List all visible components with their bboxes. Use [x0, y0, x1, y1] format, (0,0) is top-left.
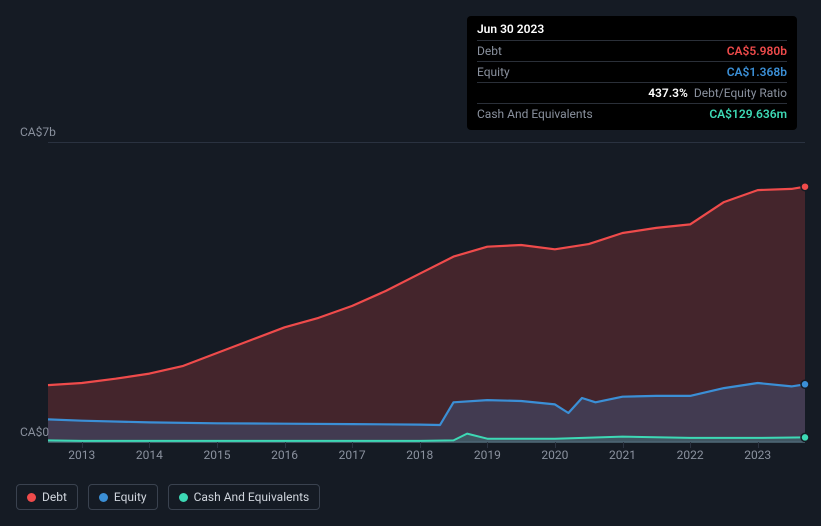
tooltip-row-value: CA$5.980b — [727, 44, 787, 58]
x-tick-label: 2020 — [541, 448, 568, 462]
x-tick-label: 2015 — [203, 448, 230, 462]
legend-label: Debt — [42, 490, 67, 504]
chart-svg — [48, 143, 805, 443]
x-tick-label: 2019 — [474, 448, 501, 462]
legend-dot — [99, 493, 108, 502]
chart-legend: Debt Equity Cash And Equivalents — [16, 484, 320, 510]
tooltip-row-label: Debt — [477, 44, 502, 58]
legend-label: Cash And Equivalents — [194, 490, 310, 504]
legend-label: Equity — [114, 490, 147, 504]
x-tick-label: 2016 — [271, 448, 298, 462]
x-tick-label: 2013 — [68, 448, 95, 462]
tooltip-row: 437.3% Debt/Equity Ratio — [477, 82, 787, 103]
x-tick-label: 2021 — [609, 448, 636, 462]
tooltip-rows: Debt CA$5.980b Equity CA$1.368b 437.3% Debt/E… — [477, 40, 787, 124]
tooltip-row-value: CA$129.636m — [709, 107, 787, 121]
legend-dot — [179, 493, 188, 502]
tooltip-row: Cash And Equivalents CA$129.636m — [477, 103, 787, 124]
y-label-top: CA$7b — [20, 125, 56, 139]
tooltip-row-label: Equity — [477, 65, 510, 79]
x-tick-label: 2022 — [677, 448, 704, 462]
legend-item[interactable]: Debt — [16, 484, 78, 510]
tooltip-date: Jun 30 2023 — [477, 22, 787, 40]
y-label-bottom: CA$0 — [20, 425, 49, 439]
x-tick-label: 2018 — [406, 448, 433, 462]
legend-item[interactable]: Cash And Equivalents — [168, 484, 321, 510]
tooltip-row-value: 437.3% — [648, 86, 688, 100]
tooltip-row-value: CA$1.368b — [727, 65, 787, 79]
chart-tooltip: Jun 30 2023 Debt CA$5.980b Equity CA$1.368b… — [467, 16, 797, 130]
tooltip-row-extra: Debt/Equity Ratio — [694, 86, 787, 100]
x-tick-label: 2017 — [339, 448, 366, 462]
tooltip-row: Debt CA$5.980b — [477, 40, 787, 61]
legend-dot — [27, 493, 36, 502]
tooltip-row: Equity CA$1.368b — [477, 61, 787, 82]
debt-equity-chart[interactable] — [48, 142, 805, 442]
x-tick-label: 2014 — [136, 448, 163, 462]
x-tick-label: 2023 — [744, 448, 771, 462]
tooltip-row-label: Cash And Equivalents — [477, 107, 593, 121]
legend-item[interactable]: Equity — [88, 484, 158, 510]
